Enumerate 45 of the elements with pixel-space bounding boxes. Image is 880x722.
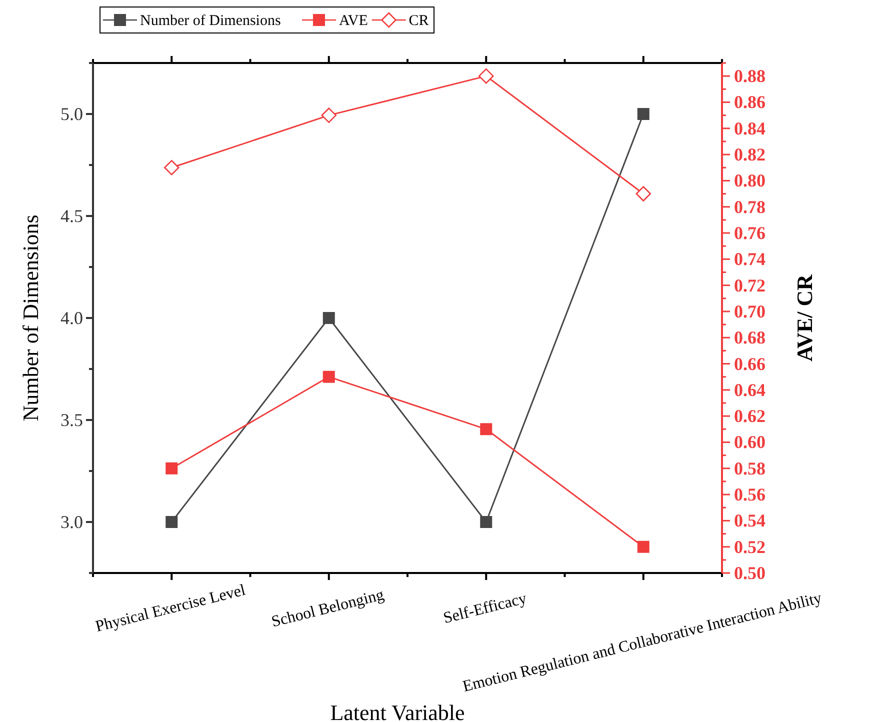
point: [637, 108, 650, 120]
y-tick-label: 3.5: [60, 410, 83, 430]
point: [637, 540, 650, 553]
y2-axis-title: AVE/ CR: [792, 273, 817, 362]
point: [478, 68, 494, 84]
y-tick-label: 4.5: [60, 206, 83, 226]
y2-tick-label: 0.58: [734, 458, 766, 478]
y2-tick-label: 0.88: [734, 66, 766, 86]
y2-tick-label: 0.84: [734, 118, 766, 138]
y2-tick-label: 0.72: [734, 275, 766, 296]
y2-tick-label: 0.70: [734, 301, 766, 322]
point: [322, 370, 335, 383]
point: [166, 516, 178, 528]
y2-tick-label: 0.74: [734, 249, 766, 270]
x-tick-label: School Belonging: [270, 586, 386, 631]
point: [636, 186, 652, 202]
y2-tick-label: 0.54: [734, 510, 766, 531]
y2-tick-label: 0.76: [734, 223, 766, 243]
x-tick-label: Physical Exercise Level: [94, 582, 248, 636]
y2-tick-label: 0.82: [734, 144, 766, 165]
point: [480, 423, 492, 436]
x-axis-title: Latent Variable: [330, 700, 465, 722]
point: [322, 312, 335, 324]
y2-tick-label: 0.86: [734, 92, 766, 112]
point: [164, 160, 180, 176]
y-tick-label: 5.0: [60, 104, 83, 124]
point: [321, 108, 337, 123]
point: [166, 462, 178, 474]
legend-label: AVE: [339, 13, 368, 29]
y2-tick-label: 0.66: [734, 354, 766, 374]
y2-tick-label: 0.60: [734, 432, 766, 452]
legend-label: CR: [408, 13, 429, 29]
y2-tick-label: 0.56: [734, 484, 766, 505]
y2-tick-label: 0.78: [734, 196, 766, 217]
y2-tick-label: 0.52: [734, 536, 766, 557]
y2-tick-label: 0.80: [734, 170, 766, 191]
y-tick-label: 3.0: [60, 512, 83, 532]
y2-tick-label: 0.64: [734, 380, 766, 400]
y2-tick-label: 0.62: [734, 406, 766, 426]
y2-tick-label: 0.50: [734, 563, 766, 583]
y2-tick-label: 0.68: [734, 328, 766, 348]
legend-label: Number of Dimensions: [140, 13, 281, 29]
point: [480, 516, 492, 528]
y-tick-label: 4.0: [60, 308, 83, 328]
y-axis-title: Number of Dimensions: [18, 214, 43, 422]
